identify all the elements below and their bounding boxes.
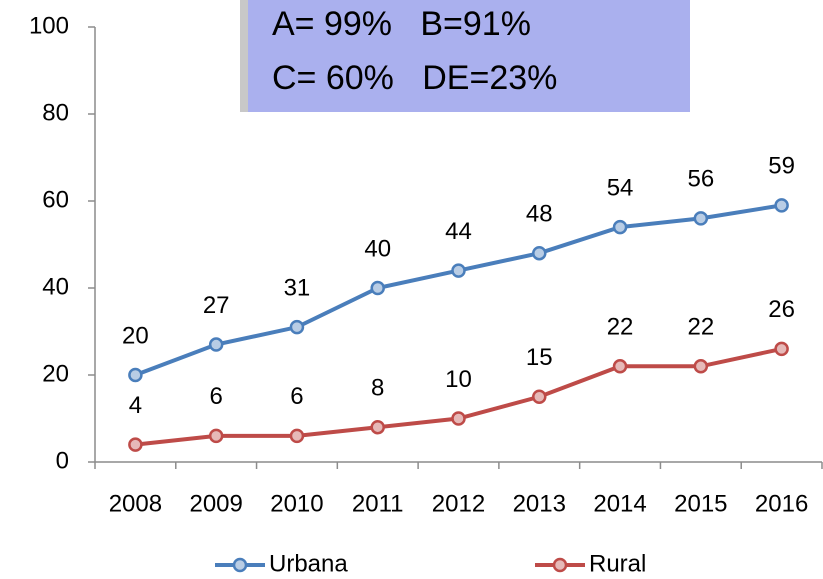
point: [451, 263, 466, 278]
data-label: 26: [768, 296, 795, 323]
annotation: C= 60% DE=23%: [272, 59, 557, 97]
data-label: 54: [607, 174, 634, 201]
data-label: 10: [445, 366, 472, 393]
point: [612, 219, 628, 235]
point: [532, 245, 547, 261]
x-tick-label: 2012: [432, 490, 485, 517]
data-label: 56: [687, 166, 714, 193]
point: [370, 419, 385, 435]
y-tick-label: 100: [29, 12, 69, 39]
x-tick-label: 2009: [189, 490, 242, 517]
point: [289, 319, 305, 335]
point: [128, 367, 143, 383]
annotation-box: [248, 0, 690, 112]
data-label: 44: [445, 218, 472, 245]
data-label: 22: [607, 314, 634, 341]
legend-marker: [552, 557, 568, 573]
data-label: 48: [526, 201, 553, 228]
data-label: 6: [209, 383, 222, 410]
point: [370, 280, 385, 296]
x-tick-label: 2013: [513, 490, 566, 517]
y-tick-label: 80: [42, 99, 69, 126]
x-tick-label: 2016: [755, 490, 808, 517]
point: [612, 359, 628, 374]
annotation: A= 99% B=91%: [272, 5, 531, 43]
point: [774, 341, 789, 357]
legend-label: Urbana: [269, 550, 348, 577]
x-tick-label: 2011: [352, 490, 404, 517]
x-tick-label: 2015: [674, 490, 727, 517]
point: [532, 389, 547, 404]
y-tick-label: 0: [56, 447, 69, 474]
data-label: 8: [371, 375, 384, 402]
data-label: 22: [687, 314, 714, 341]
point: [451, 411, 466, 426]
point: [208, 428, 224, 444]
y-tick-label: 60: [42, 186, 69, 213]
point: [693, 359, 709, 374]
data-label: 59: [768, 153, 795, 180]
point: [289, 428, 305, 444]
point: [208, 337, 224, 352]
x-tick-label: 2014: [593, 490, 646, 517]
data-label: 20: [122, 322, 149, 349]
x-tick-label: 2008: [109, 490, 162, 517]
data-label: 6: [290, 383, 303, 410]
point: [128, 437, 143, 452]
point: [774, 198, 789, 213]
data-label: 15: [526, 344, 553, 371]
annotation-shadow: [240, 0, 250, 112]
series-line: [135, 346, 783, 447]
y-tick-label: 20: [42, 360, 69, 387]
data-label: 31: [284, 274, 311, 301]
legend-marker: [232, 557, 248, 573]
data-label: 40: [364, 235, 391, 262]
legend-label: Rural: [589, 550, 646, 577]
point: [693, 211, 709, 226]
x-tick-label: 2010: [270, 490, 323, 517]
data-label: 4: [129, 392, 142, 419]
y-tick-label: 40: [42, 273, 69, 300]
data-label: 27: [203, 292, 230, 319]
